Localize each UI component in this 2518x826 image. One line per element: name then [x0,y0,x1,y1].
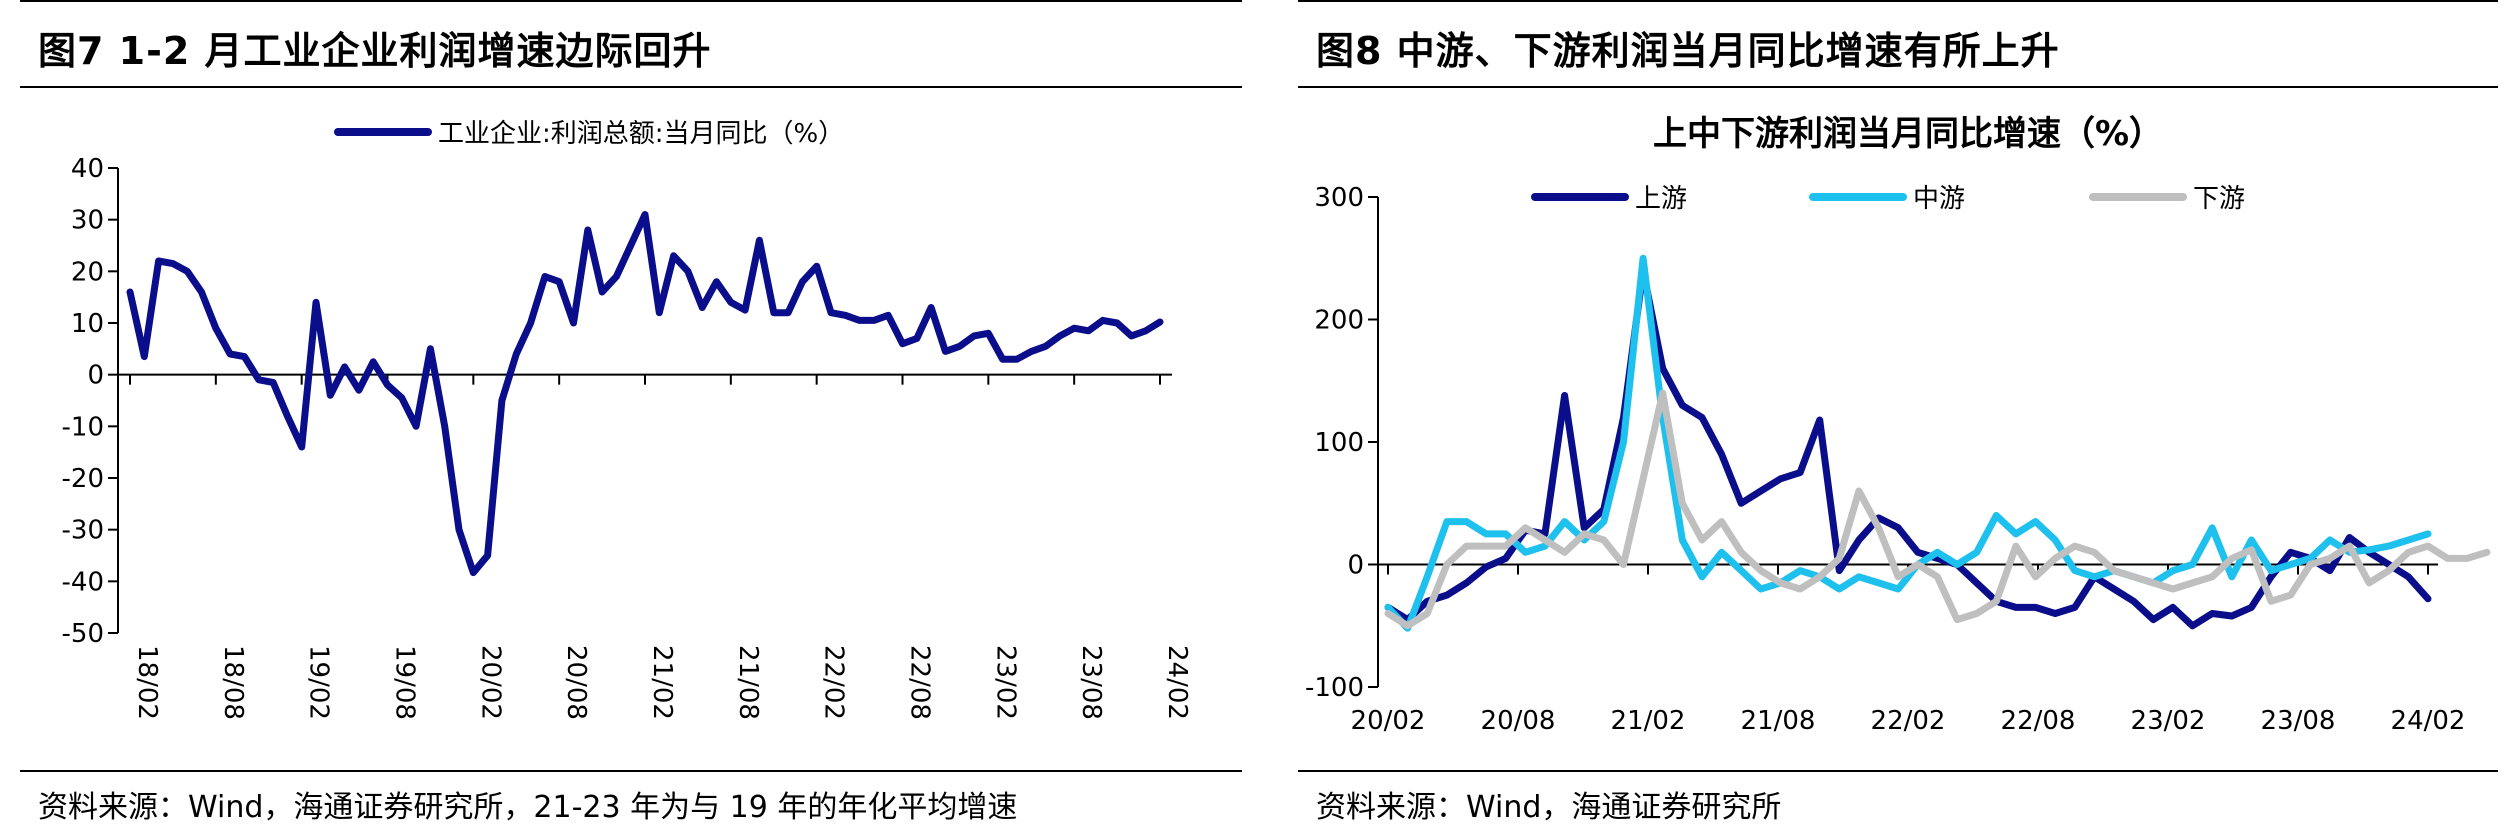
y-tick-label: 200 [1314,306,1364,336]
figure-8-source: 资料来源：Wind，海通证券研究所 [1316,790,1782,825]
legend-label-1: 工业企业:利润总额:当月同比（%） [438,119,844,149]
x-tick-label: 20/08 [561,645,591,720]
y-tick-label: 30 [71,206,104,236]
x-tick-label: 19/08 [390,645,420,720]
x-tick-label: 23/02 [990,645,1020,720]
y-tick-label: 40 [71,154,104,184]
figure-7-header: 图7 1-2 月工业企业利润增速边际回升 [20,0,1242,88]
y-tick-label: -10 [62,412,104,442]
x-tick-label: 24/02 [1162,645,1192,720]
x-tick-label: 21/02 [647,645,677,720]
figure-8-footer: 资料来源：Wind，海通证券研究所 [1298,770,2498,825]
x-tick-label: 22/08 [2001,706,2076,736]
x-tick-label: 22/08 [905,645,935,720]
y-tick-label: 0 [87,361,104,391]
figure-7-title: 图7 1-2 月工业企业利润增速边际回升 [38,29,712,73]
x-tick-label: 20/02 [475,645,505,720]
series-line-2 [1384,254,2432,632]
series-line-3 [1384,389,2491,630]
legend-label-2: 中游 [1913,184,1965,214]
y-tick-label: -20 [62,464,104,494]
series-line-1 [1384,267,2432,630]
y-tick-label: 20 [71,257,104,287]
y-tick-label: 10 [71,309,104,339]
y-tick-label: -40 [62,567,104,597]
y-tick-label: -100 [1305,673,1364,703]
x-tick-label: 22/02 [1871,706,1946,736]
y-tick-label: 300 [1314,183,1364,213]
legend-label-1: 上游 [1635,184,1687,214]
x-tick-label: 20/08 [1481,706,1556,736]
x-tick-label: 24/02 [2391,706,2466,736]
x-tick-label: 18/02 [132,645,162,720]
x-tick-label: 20/02 [1351,706,1426,736]
figure-7-chart: -50 -40 -30 -20 -10 0 10 20 30 40 18/02 18/08 19/02 1… [62,119,1192,720]
y-tick-label: -50 [62,619,104,649]
legend-label-3: 下游 [2193,184,2245,214]
series-line-1 [126,211,1164,577]
x-tick-label: 19/02 [304,645,334,720]
x-tick-label: 22/02 [819,645,849,720]
y-tick-label: -30 [62,516,104,546]
figure-8-title: 图8 中游、下游利润当月同比增速有所上升 [1316,29,2060,73]
y-tick-label: 0 [1347,551,1364,581]
chart-title: 上中下游利润当月同比增速（%） [1653,114,2163,154]
figure-8-header: 图8 中游、下游利润当月同比增速有所上升 [1298,0,2498,88]
figure-7-footer: 资料来源：Wind，海通证券研究所，21-23 年为与 19 年的年化平均增速 [20,770,1242,825]
figure-7-source: 资料来源：Wind，海通证券研究所，21-23 年为与 19 年的年化平均增速 [38,790,1018,825]
x-tick-label: 23/08 [2261,706,2336,736]
y-tick-label: 100 [1314,428,1364,458]
x-tick-label: 18/08 [218,645,248,720]
figure-8-panel: 图8 中游、下游利润当月同比增速有所上升 上中下游利润当月同比增速（%） -100… [1298,0,2498,825]
x-tick-label: 23/08 [1076,645,1106,720]
x-tick-label: 21/08 [1741,706,1816,736]
x-tick-label: 21/08 [733,645,763,720]
figure-7-panel: 图7 1-2 月工业企业利润增速边际回升 -50 -40 -30 -20 -10 0 10 2… [20,0,1242,825]
x-tick-label: 23/02 [2131,706,2206,736]
figure-8-chart: 上中下游利润当月同比增速（%） -100 0 100 200 300 20/02 20/08 2… [1305,114,2491,736]
x-tick-label: 21/02 [1611,706,1686,736]
